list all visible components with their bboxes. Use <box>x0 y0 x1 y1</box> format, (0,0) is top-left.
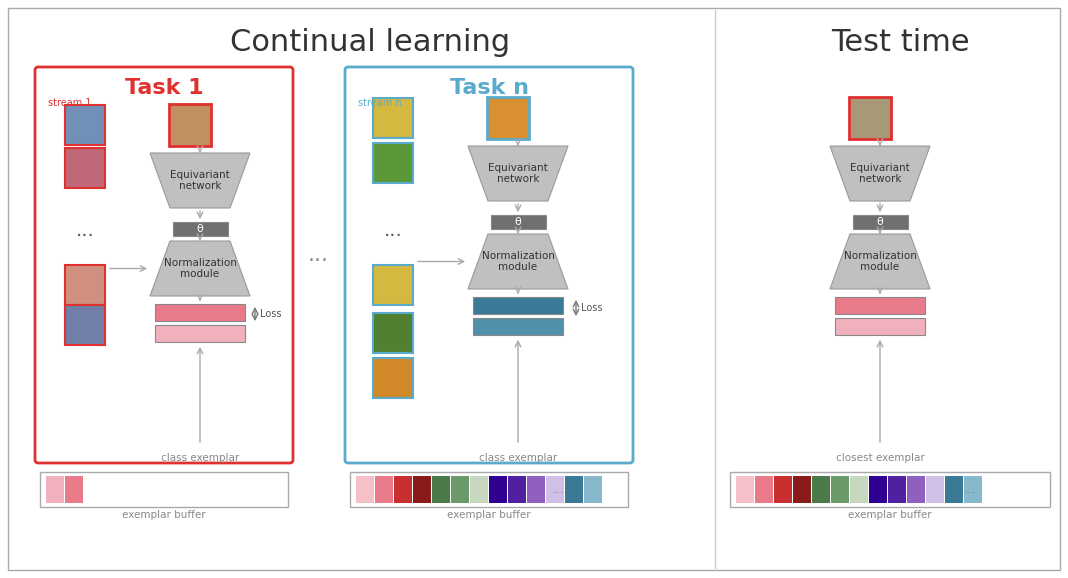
Text: Equivariant
network: Equivariant network <box>170 170 230 191</box>
Bar <box>945 476 963 503</box>
Text: Loss: Loss <box>581 303 602 313</box>
Text: ...: ... <box>552 483 565 496</box>
Bar <box>373 313 413 353</box>
Bar <box>852 215 908 229</box>
Bar <box>831 476 849 503</box>
Polygon shape <box>468 146 568 201</box>
Bar <box>508 476 527 503</box>
Text: θ: θ <box>515 217 521 227</box>
Bar <box>470 476 488 503</box>
Text: Normalization
module: Normalization module <box>482 251 554 272</box>
Bar <box>431 476 450 503</box>
Bar <box>65 265 105 305</box>
Bar <box>869 476 888 503</box>
Text: Test time: Test time <box>831 28 970 57</box>
Bar <box>155 304 245 321</box>
Text: ...: ... <box>76 220 94 239</box>
Bar <box>926 476 944 503</box>
Bar <box>849 97 891 139</box>
Bar <box>755 476 773 503</box>
Text: Task 1: Task 1 <box>125 78 203 98</box>
Text: θ: θ <box>197 224 203 234</box>
Bar <box>373 143 413 183</box>
Bar <box>413 476 431 503</box>
Text: ...: ... <box>383 220 403 239</box>
Bar <box>65 476 83 503</box>
Bar <box>794 476 811 503</box>
Bar <box>173 222 227 236</box>
Bar <box>473 318 563 335</box>
Bar <box>490 215 546 229</box>
Text: Loss: Loss <box>260 309 282 319</box>
Bar <box>373 358 413 398</box>
Bar <box>169 104 211 146</box>
FancyBboxPatch shape <box>7 8 1061 570</box>
Bar <box>584 476 602 503</box>
Bar <box>350 472 628 507</box>
Bar <box>731 472 1050 507</box>
Text: Task n: Task n <box>450 78 529 98</box>
Text: class exemplar: class exemplar <box>161 453 239 463</box>
Bar <box>451 476 469 503</box>
Bar <box>40 472 288 507</box>
Text: closest exemplar: closest exemplar <box>835 453 925 463</box>
Bar <box>65 105 105 145</box>
Text: Normalization
module: Normalization module <box>163 258 236 279</box>
Text: θ: θ <box>877 217 883 227</box>
Bar <box>527 476 545 503</box>
Text: Equivariant
network: Equivariant network <box>488 162 548 184</box>
Bar <box>907 476 925 503</box>
Bar <box>565 476 583 503</box>
Text: exemplar buffer: exemplar buffer <box>122 510 206 520</box>
Text: exemplar buffer: exemplar buffer <box>447 510 531 520</box>
Bar <box>546 476 564 503</box>
Bar <box>487 97 529 139</box>
Polygon shape <box>468 234 568 289</box>
Bar <box>155 325 245 342</box>
Bar <box>850 476 868 503</box>
Bar <box>888 476 906 503</box>
Text: stream n: stream n <box>358 98 402 108</box>
Polygon shape <box>150 153 250 208</box>
Bar <box>835 297 925 314</box>
Text: Normalization
module: Normalization module <box>844 251 916 272</box>
Polygon shape <box>830 234 930 289</box>
Text: exemplar buffer: exemplar buffer <box>848 510 931 520</box>
Bar <box>373 265 413 305</box>
Bar <box>356 476 374 503</box>
Bar <box>964 476 981 503</box>
Text: Equivariant
network: Equivariant network <box>850 162 910 184</box>
Bar <box>489 476 507 503</box>
Text: ...: ... <box>308 245 329 265</box>
Polygon shape <box>150 241 250 296</box>
Bar <box>394 476 412 503</box>
Polygon shape <box>830 146 930 201</box>
Bar <box>812 476 830 503</box>
Bar <box>774 476 792 503</box>
Bar <box>373 98 413 138</box>
Text: Continual learning: Continual learning <box>230 28 511 57</box>
Bar <box>65 305 105 345</box>
Text: ...: ... <box>964 483 976 496</box>
Bar <box>736 476 754 503</box>
Bar <box>46 476 64 503</box>
Bar <box>835 318 925 335</box>
Bar <box>473 297 563 314</box>
Text: stream 1: stream 1 <box>48 98 92 108</box>
Bar <box>375 476 393 503</box>
Bar <box>65 148 105 188</box>
Text: class exemplar: class exemplar <box>478 453 557 463</box>
